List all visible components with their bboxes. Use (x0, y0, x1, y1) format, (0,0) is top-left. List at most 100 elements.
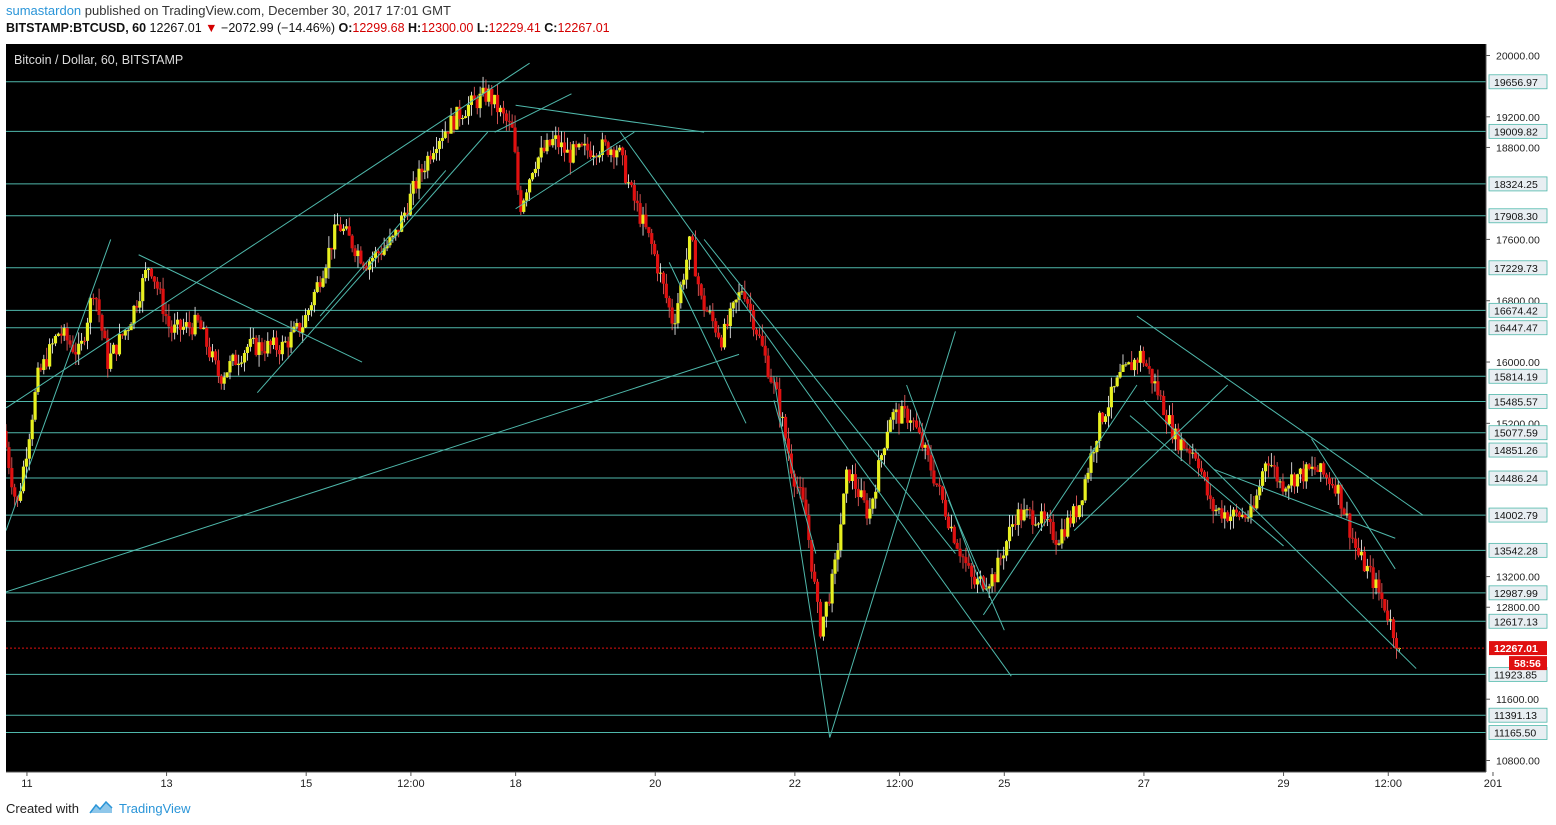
candle-173 (507, 110, 511, 131)
author-link[interactable]: sumastardon (6, 3, 82, 18)
tradingview-brand[interactable]: TradingView (118, 800, 191, 816)
trend-line-4 (703, 239, 956, 554)
trend-line-15 (982, 384, 1138, 616)
tradingview-logo-icon[interactable] (89, 801, 113, 815)
candle-410 (1197, 452, 1201, 477)
countdown-badge (1509, 656, 1547, 671)
candle-439 (1281, 473, 1285, 496)
candle-210 (615, 145, 619, 166)
candle-146 (429, 150, 433, 165)
candle-66 (196, 312, 200, 323)
price-chart[interactable]: Bitcoin / Dollar, 60, BITSTAMP 20000.001… (6, 44, 1550, 790)
candle-393 (1147, 357, 1151, 375)
candle-456 (1330, 478, 1335, 489)
candle-135 (397, 229, 401, 238)
candle-390 (1138, 345, 1143, 372)
candle-257 (751, 304, 756, 337)
candle-57 (170, 320, 174, 342)
candle-64 (190, 322, 194, 341)
candle-455 (1327, 472, 1332, 491)
candle-384 (1121, 354, 1125, 373)
candle-93 (274, 330, 279, 357)
candle-323 (943, 489, 948, 520)
candle-139 (408, 184, 412, 216)
candle-235 (687, 236, 692, 270)
candle-188 (551, 130, 555, 148)
candle-118 (347, 217, 351, 236)
candle-311 (909, 409, 913, 432)
high-label: H: (408, 21, 422, 35)
candle-149 (437, 138, 442, 161)
candle-122 (359, 246, 363, 265)
candle-196 (574, 140, 578, 156)
candle-478 (1394, 632, 1399, 659)
candle-17 (53, 334, 58, 347)
candle-154 (452, 113, 456, 134)
candles (6, 76, 1401, 659)
candle-473 (1380, 583, 1384, 608)
candle-181 (530, 172, 535, 182)
down-arrow-icon: ▼ (205, 21, 218, 35)
x-tick-label-2: 15 (300, 778, 312, 790)
candle-143 (420, 164, 424, 182)
close-value: 12267.01 (557, 21, 610, 35)
candle-26 (80, 332, 84, 351)
candle-464 (1354, 531, 1358, 560)
published-text: published on TradingView.com, December 3… (84, 3, 451, 18)
candle-120 (353, 245, 357, 263)
candle-406 (1185, 442, 1189, 453)
candle-54 (161, 277, 165, 323)
candle-441 (1287, 484, 1291, 500)
candle-75 (222, 372, 226, 390)
candle-355 (1037, 521, 1041, 528)
candle-169 (495, 84, 500, 125)
trend-line-10 (138, 254, 363, 363)
candle-237 (693, 230, 697, 277)
y-tick-label-3: 17600.00 (1496, 234, 1540, 246)
level-label-8: 15485.57 (1494, 396, 1538, 408)
candle-309 (903, 394, 907, 418)
candle-351 (1025, 504, 1029, 518)
candle-282 (824, 601, 828, 628)
trend-line-7 (829, 331, 956, 738)
candle-130 (382, 237, 386, 257)
candle-65 (193, 306, 197, 337)
candle-211 (618, 145, 622, 153)
candle-88 (260, 337, 264, 356)
candle-109 (321, 270, 325, 289)
candle-78 (231, 353, 235, 367)
candle-230 (673, 313, 677, 335)
candle-245 (717, 325, 721, 340)
candle-370 (1080, 500, 1084, 518)
trend-lines (6, 62, 1486, 738)
y-tick-label-7: 13200.00 (1496, 572, 1540, 584)
candle-326 (952, 524, 956, 545)
candle-291 (850, 464, 855, 490)
candle-450 (1313, 457, 1317, 475)
x-tick-label-1: 13 (160, 778, 172, 790)
candle-399 (1165, 409, 1169, 434)
candle-241 (705, 306, 709, 313)
candle-347 (1013, 514, 1017, 530)
chart-area[interactable]: Bitcoin / Dollar, 60, BITSTAMP 20000.00 1… (6, 44, 1550, 790)
candle-369 (1077, 505, 1081, 520)
candle-425 (1240, 507, 1244, 519)
x-tick-label-8: 25 (998, 778, 1010, 790)
trend-line-19 (1311, 438, 1396, 570)
axes: 20000.0019200.0018800.0017600.0016800.00… (6, 44, 1550, 790)
candle-238 (696, 272, 700, 296)
candle-180 (527, 178, 532, 201)
candle-55 (164, 302, 168, 325)
candle-72 (213, 349, 218, 365)
candle-147 (431, 146, 436, 163)
trend-line-6 (1143, 399, 1417, 669)
candle-5 (18, 482, 23, 503)
candle-330 (964, 547, 968, 572)
candle-407 (1188, 446, 1192, 465)
candle-51 (152, 276, 156, 289)
candle-172 (504, 109, 508, 131)
y-tick-label-2: 18800.00 (1496, 142, 1540, 154)
candle-349 (1019, 503, 1023, 529)
trend-line-18 (1213, 468, 1396, 539)
candle-296 (865, 493, 869, 526)
